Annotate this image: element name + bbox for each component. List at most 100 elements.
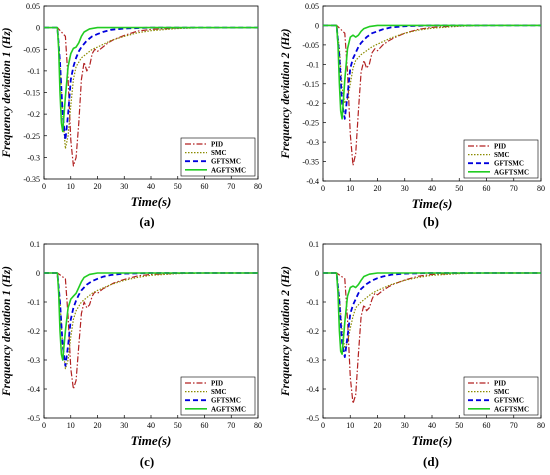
series-line-pid	[44, 27, 258, 167]
x-tick-label: 70	[227, 421, 235, 430]
y-tick-label: -0.25	[302, 119, 319, 128]
x-tick-label: 0	[321, 184, 325, 193]
x-tick-label: 60	[483, 421, 491, 430]
series-line-smc	[323, 272, 541, 349]
x-axis-label: Time(s)	[131, 194, 172, 209]
x-tick-label: 80	[537, 184, 545, 193]
y-axis-label: Frequency deviation 1 (Hz)	[1, 27, 13, 158]
x-tick-label: 50	[455, 421, 463, 430]
y-axis-label: Frequency deviation 2 (Hz)	[280, 266, 292, 397]
y-tick-label: 0	[315, 269, 319, 278]
x-tick-label: 70	[227, 182, 235, 191]
x-tick-label: 0	[321, 421, 325, 430]
x-tick-label: 20	[94, 421, 102, 430]
x-tick-label: 40	[147, 421, 155, 430]
y-tick-label: -0.3	[306, 356, 319, 365]
y-tick-label: -0.2	[306, 99, 319, 108]
legend-label-agftsmc: AGFTSMC	[494, 168, 529, 176]
x-tick-label: 80	[254, 421, 262, 430]
series-line-agftsmc	[323, 24, 541, 120]
series-line-agftsmc	[44, 26, 258, 133]
series-line-gftsmc	[44, 26, 258, 142]
x-tick-label: 10	[67, 421, 75, 430]
y-tick-label: -0.5	[306, 414, 319, 423]
x-tick-label: 50	[455, 184, 463, 193]
series-line-pid	[323, 24, 541, 166]
x-tick-label: 10	[67, 182, 75, 191]
series-line-agftsmc	[44, 272, 258, 361]
series-line-gftsmc	[44, 272, 258, 367]
y-tick-label: -0.1	[306, 298, 319, 307]
y-tick-label: 0	[315, 21, 319, 30]
y-axis-label: Frequency deviation 2 (Hz)	[280, 28, 292, 159]
x-tick-label: 0	[42, 182, 46, 191]
x-tick-label: 20	[94, 182, 102, 191]
legend-label-gftsmc: GFTSMC	[494, 160, 524, 168]
y-tick-label: -0.1	[27, 298, 40, 307]
x-tick-label: 10	[346, 184, 354, 193]
y-tick-label: 0.1	[309, 240, 319, 249]
y-tick-label: 0	[36, 24, 40, 33]
series-line-smc	[323, 24, 541, 104]
y-tick-label: -0.15	[23, 89, 40, 98]
x-tick-label: 60	[201, 182, 209, 191]
x-tick-label: 30	[401, 421, 409, 430]
x-tick-label: 30	[401, 184, 409, 193]
x-tick-label: 50	[174, 182, 182, 191]
legend-label-agftsmc: AGFTSMC	[494, 405, 529, 413]
x-tick-label: 40	[147, 182, 155, 191]
legend-label-smc: SMC	[211, 149, 227, 157]
panel-3: 0 10 20 30 40 50 60 70 80 0.1 0 -0.1 -0.2 -0.3 -0.4 -0.…	[1, 240, 262, 469]
x-tick-label: 30	[120, 182, 128, 191]
legend-label-agftsmc: AGFTSMC	[211, 166, 246, 174]
x-tick-label: 10	[346, 421, 354, 430]
x-tick-label: 50	[174, 421, 182, 430]
panel-2: 0 10 20 30 40 50 60 70 80 0.05 0 -0.05 -0.1 -0.15 -0.2…	[280, 2, 545, 229]
x-tick-label: 40	[428, 421, 436, 430]
x-axis-label: Time(s)	[412, 433, 453, 448]
series-line-gftsmc	[323, 272, 541, 359]
legend-label-smc: SMC	[211, 388, 227, 396]
y-tick-label: -0.35	[302, 158, 319, 167]
series-line-pid	[44, 272, 258, 390]
legend-label-agftsmc: AGFTSMC	[211, 405, 246, 413]
y-tick-label: -0.35	[23, 175, 40, 184]
legend-label-smc: SMC	[494, 388, 510, 396]
x-tick-label: 60	[483, 184, 491, 193]
legend-label-pid: PID	[211, 141, 223, 149]
y-tick-label: -0.1	[27, 67, 40, 76]
x-tick-label: 20	[374, 421, 382, 430]
x-tick-label: 0	[42, 421, 46, 430]
x-axis-label: Time(s)	[131, 433, 172, 448]
y-tick-label: -0.4	[306, 385, 319, 394]
legend-label-gftsmc: GFTSMC	[211, 158, 241, 166]
x-tick-label: 40	[428, 184, 436, 193]
y-tick-label: -0.3	[306, 138, 319, 147]
y-tick-label: -0.05	[23, 45, 40, 54]
y-tick-label: -0.2	[27, 327, 40, 336]
legend-label-smc: SMC	[494, 151, 510, 159]
subfigure-label: (d)	[423, 454, 439, 469]
y-tick-label: -0.2	[27, 110, 40, 119]
y-tick-label: -0.2	[306, 327, 319, 336]
legend-label-pid: PID	[211, 380, 223, 388]
x-tick-label: 30	[120, 421, 128, 430]
y-tick-label: -0.1	[306, 60, 319, 69]
series-line-gftsmc	[323, 24, 541, 120]
y-tick-label: -0.4	[306, 177, 319, 186]
legend-label-pid: PID	[494, 143, 506, 151]
y-tick-label: 0	[36, 269, 40, 278]
legend-label-pid: PID	[494, 380, 506, 388]
y-tick-label: -0.05	[302, 41, 319, 50]
series-line-agftsmc	[323, 272, 541, 356]
subfigure-label: (a)	[139, 214, 154, 229]
y-tick-label: 0.05	[305, 2, 319, 11]
y-tick-label: 0.1	[30, 240, 40, 249]
legend-label-gftsmc: GFTSMC	[494, 397, 524, 405]
x-axis-label: Time(s)	[412, 196, 453, 211]
